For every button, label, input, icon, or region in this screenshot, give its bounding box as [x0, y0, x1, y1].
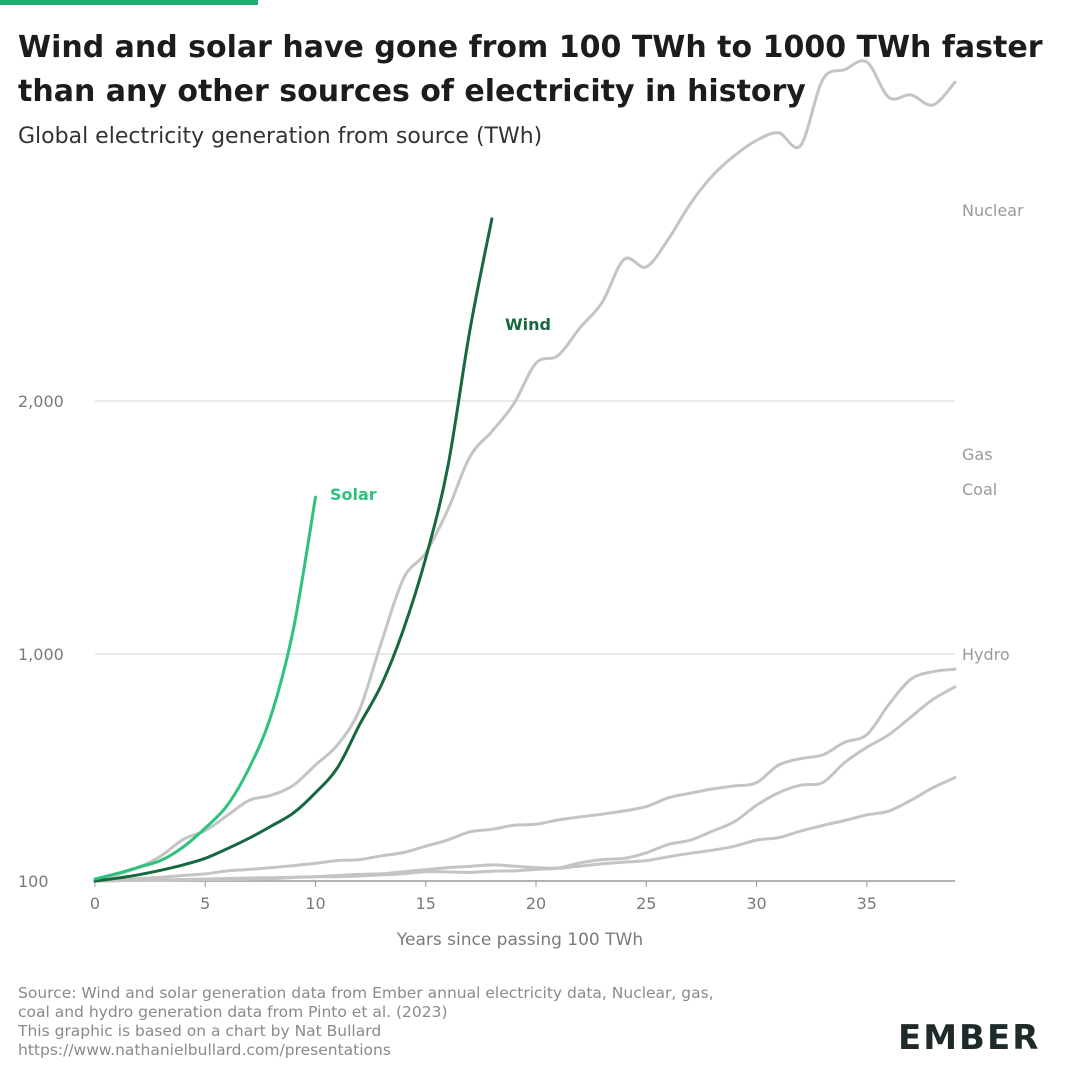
coal-series-label: Coal	[962, 480, 997, 499]
x-tick-label: 5	[200, 894, 210, 913]
ember-logo: EMBER	[898, 1018, 1041, 1058]
source-line: This graphic is based on a chart by Nat …	[18, 1022, 382, 1040]
page-title: Wind and solar have gone from 100 TWh to…	[18, 30, 1043, 109]
chart-subtitle: Global electricity generation from sourc…	[18, 124, 543, 149]
top-accent-bar	[0, 0, 258, 5]
source-note: Source: Wind and solar generation data f…	[18, 984, 898, 1060]
nuclear-series-line	[93, 59, 957, 883]
wind-series-line	[93, 217, 494, 883]
y-tick-label: 2,000	[18, 392, 64, 411]
gas-series-label: Gas	[962, 445, 993, 464]
x-tick-label: 10	[305, 894, 325, 913]
source-line: Source: Wind and solar generation data f…	[18, 984, 714, 1002]
axis-ticks: 100 1,000 2,000 0 5 10 15 20 25 30 35	[18, 392, 877, 913]
x-tick-label: 20	[526, 894, 546, 913]
hydro-series-line	[93, 776, 957, 883]
wind-series-label: Wind	[505, 315, 551, 334]
grid-lines	[95, 400, 955, 882]
x-tick-label: 0	[90, 894, 100, 913]
solar-series-label: Solar	[330, 485, 377, 504]
y-tick-label: 1,000	[18, 645, 64, 664]
x-tick-label: 35	[857, 894, 877, 913]
x-axis-title: Years since passing 100 TWh	[396, 930, 643, 950]
series-lines	[93, 59, 957, 883]
series-labels: Nuclear Gas Coal Hydro Wind Solar	[330, 201, 1024, 664]
y-tick-label: 100	[18, 872, 49, 891]
source-line: coal and hydro generation data from Pint…	[18, 1003, 448, 1021]
nuclear-series-label: Nuclear	[962, 201, 1024, 220]
hydro-series-label: Hydro	[962, 645, 1010, 664]
x-tick-label: 30	[746, 894, 766, 913]
gas-series-line	[93, 667, 957, 883]
source-url: https://www.nathanielbullard.com/present…	[18, 1041, 391, 1059]
x-tick-label: 25	[636, 894, 656, 913]
x-tick-label: 15	[416, 894, 436, 913]
solar-series-line	[93, 495, 317, 881]
